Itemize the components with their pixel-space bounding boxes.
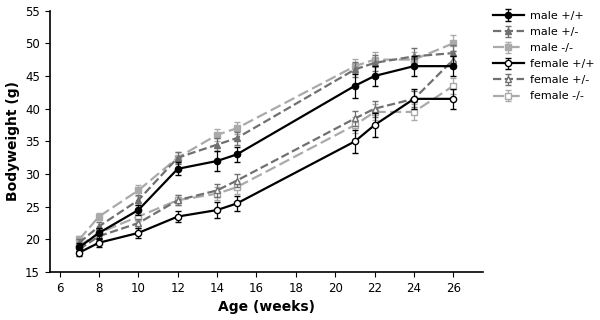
Legend: male +/+, male +/-, male -/-, female +/+, female +/-, female -/-: male +/+, male +/-, male -/-, female +/+… [493, 11, 594, 101]
X-axis label: Age (weeks): Age (weeks) [218, 300, 315, 315]
Y-axis label: Bodyweight (g): Bodyweight (g) [5, 81, 20, 201]
